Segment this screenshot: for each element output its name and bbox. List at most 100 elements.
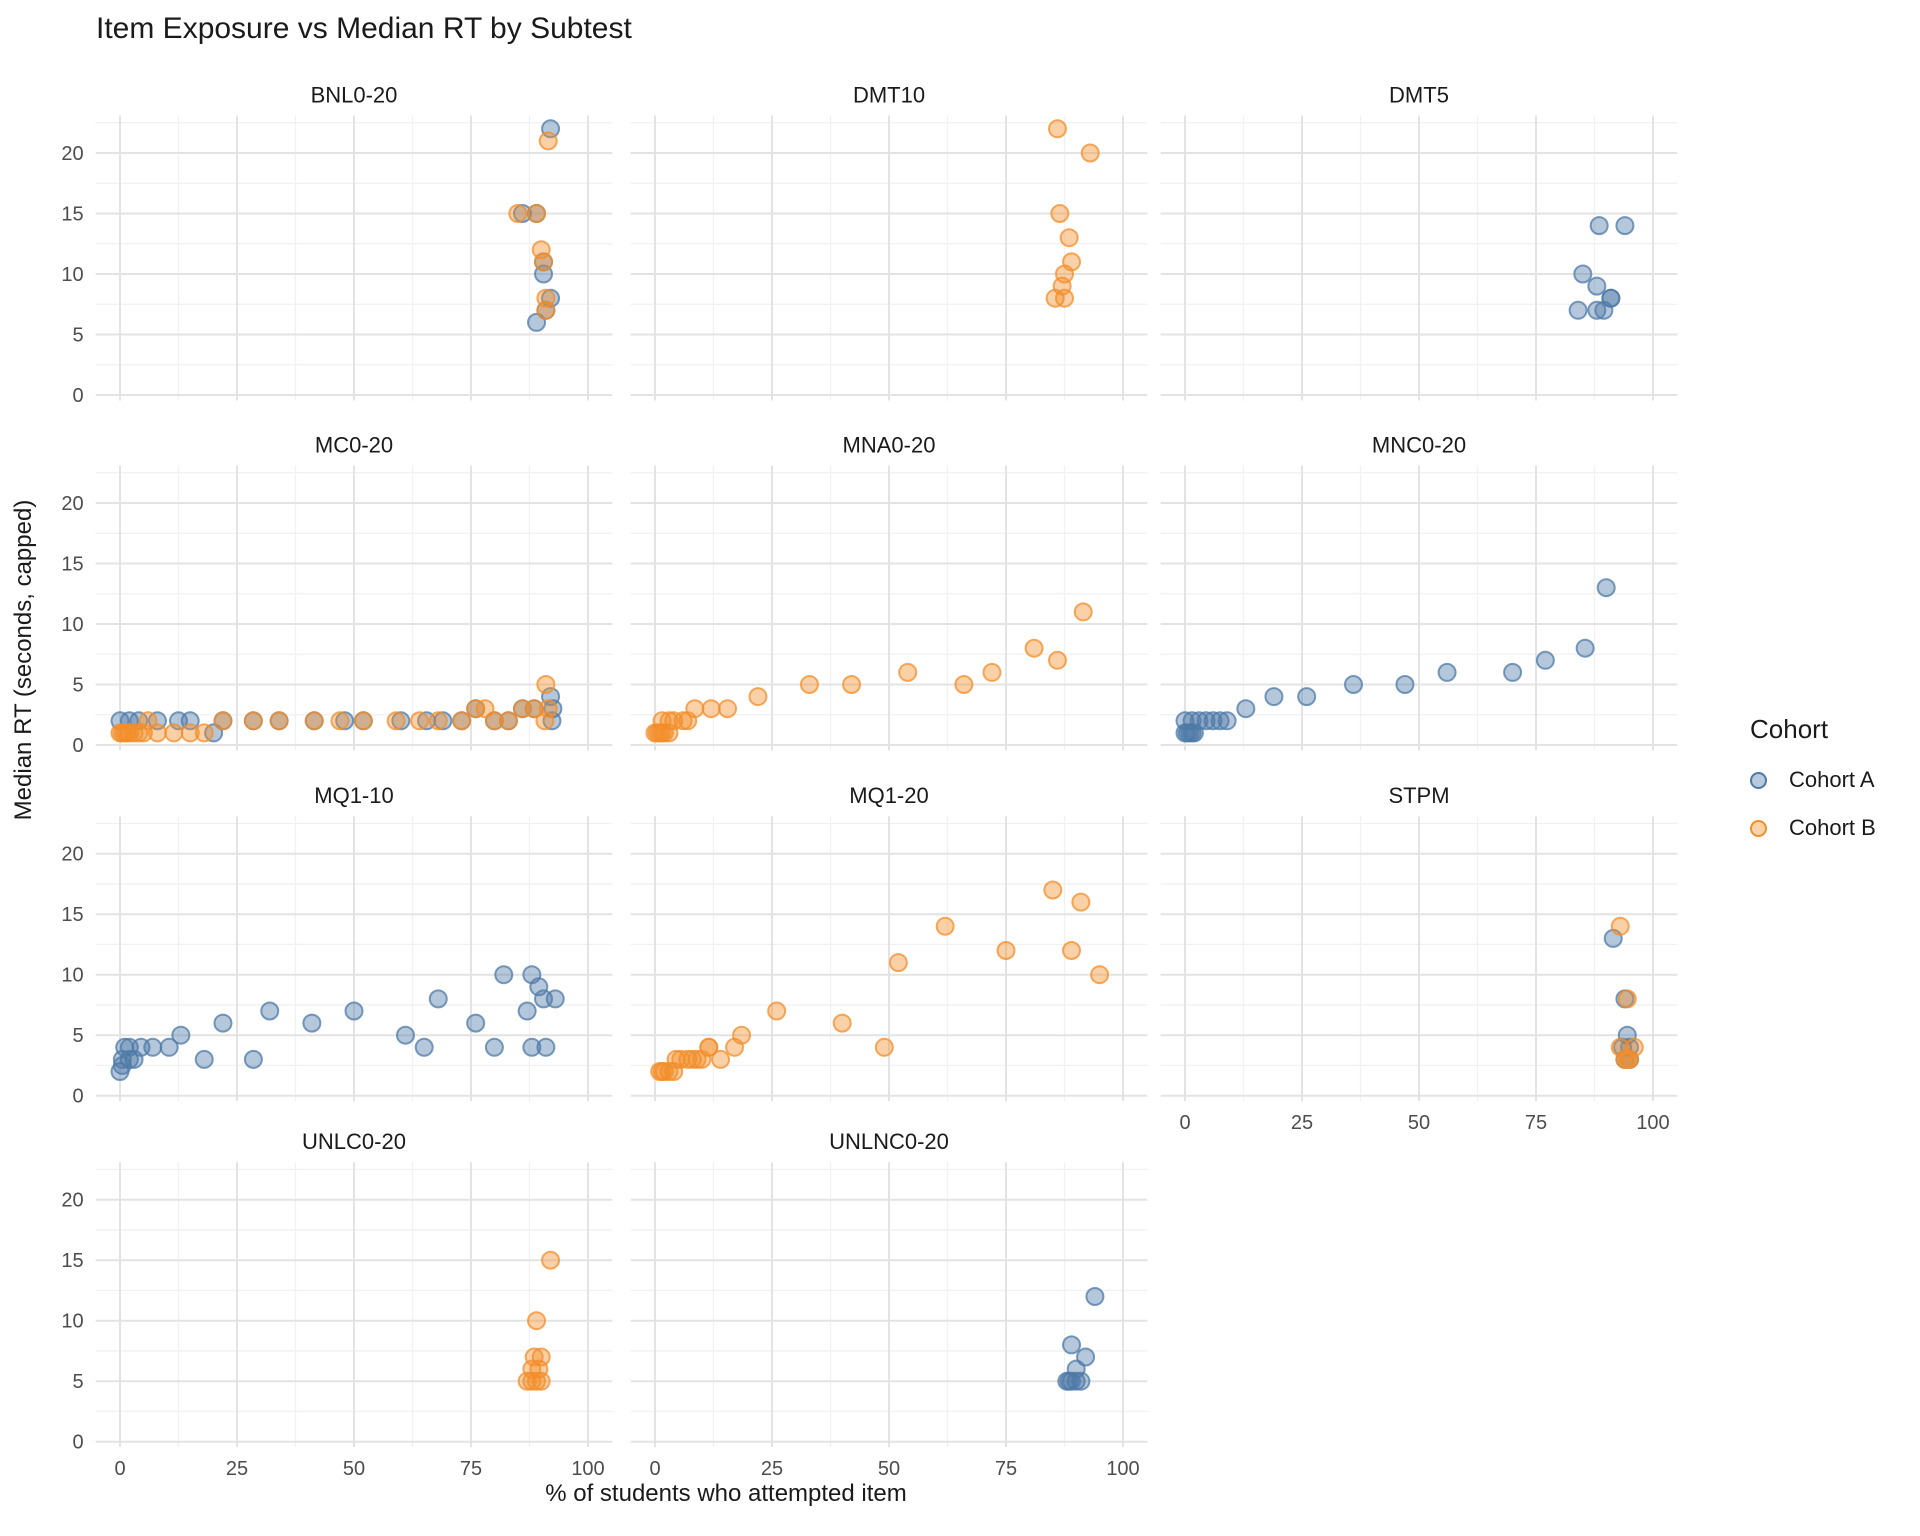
- data-point: [732, 1025, 752, 1045]
- legend-item-cohort-b: Cohort B: [1750, 815, 1876, 841]
- data-point: [1073, 602, 1093, 622]
- facet-DMT5: DMT5: [1160, 82, 1678, 401]
- data-point: [260, 1001, 280, 1021]
- y-tick-label: 20: [61, 143, 83, 165]
- data-point: [159, 1037, 179, 1057]
- data-point: [164, 723, 184, 743]
- legend-title: Cohort: [1750, 714, 1829, 744]
- data-point: [1343, 675, 1363, 694]
- data-point: [386, 711, 406, 731]
- data-point: [718, 699, 738, 719]
- y-tick-label: 10: [61, 1311, 83, 1333]
- x-tick-label: 75: [1525, 1112, 1547, 1134]
- data-point: [1024, 638, 1044, 658]
- data-point: [119, 1049, 139, 1069]
- data-point: [428, 711, 448, 731]
- data-point: [1594, 300, 1614, 320]
- facet-title: MQ1-10: [314, 783, 393, 808]
- y-tick-label: 15: [61, 904, 83, 926]
- data-point: [842, 675, 862, 694]
- data-point: [799, 675, 819, 694]
- data-point: [832, 1013, 852, 1033]
- data-point: [524, 699, 544, 719]
- data-point: [269, 711, 289, 731]
- data-point: [536, 675, 556, 694]
- y-tick-label: 10: [61, 965, 83, 987]
- data-point: [143, 1037, 163, 1057]
- data-point: [1596, 578, 1616, 598]
- data-point: [536, 300, 556, 320]
- facet-UNLC0-20: UNLC0-20 0 5 10 15 20 0 25 50 75 100: [61, 1129, 613, 1480]
- data-point: [527, 1311, 547, 1331]
- data-point: [538, 131, 558, 151]
- chart-title: Item Exposure vs Median RT by Subtest: [96, 12, 632, 45]
- y-tick-label: 20: [61, 1190, 83, 1212]
- data-point: [1196, 711, 1216, 731]
- data-point: [1587, 300, 1607, 320]
- x-tick-label: 100: [571, 1458, 604, 1480]
- data-point: [194, 723, 214, 743]
- x-tick-label: 75: [995, 1458, 1017, 1480]
- y-tick-label: 0: [73, 1086, 84, 1108]
- data-point: [687, 1049, 707, 1069]
- data-point: [1210, 711, 1230, 731]
- data-point: [545, 989, 565, 1009]
- data-point: [1085, 1287, 1105, 1306]
- x-tick-label: 25: [761, 1458, 783, 1480]
- data-point: [1047, 650, 1067, 670]
- data-point: [898, 662, 918, 682]
- facet-DMT10: DMT10: [630, 82, 1148, 401]
- data-point: [701, 699, 721, 719]
- data-point: [699, 1037, 719, 1057]
- data-point: [531, 1371, 551, 1391]
- facet-MNA0-20: MNA0-20: [630, 432, 1148, 751]
- y-tick-label: 20: [61, 493, 83, 515]
- data-point: [180, 723, 200, 743]
- data-point: [527, 1371, 547, 1391]
- data-point: [395, 1025, 415, 1045]
- facet-UNLNC0-20: UNLNC0-20 0 25 50 75 100: [630, 1129, 1148, 1480]
- data-point: [1575, 638, 1595, 658]
- data-point: [1217, 711, 1237, 731]
- cohort-b-point-icon: [1750, 819, 1767, 837]
- y-tick-label: 5: [73, 1025, 84, 1047]
- data-point: [1047, 119, 1067, 139]
- facet-BNL0-20: BNL0-20 0 5 10 15 20: [61, 82, 613, 407]
- data-point: [1189, 711, 1209, 731]
- data-point: [748, 687, 768, 707]
- data-point: [452, 711, 472, 731]
- x-tick-label: 50: [343, 1458, 365, 1480]
- x-tick-label: 75: [460, 1458, 482, 1480]
- data-point: [954, 675, 974, 694]
- x-tick-label: 50: [878, 1458, 900, 1480]
- facet-title: UNLNC0-20: [829, 1129, 949, 1154]
- legend-item-cohort-a: Cohort A: [1750, 767, 1876, 793]
- data-point: [512, 204, 532, 223]
- data-point: [517, 1001, 537, 1021]
- data-point: [498, 711, 518, 731]
- data-point: [475, 699, 495, 719]
- facet-MNC0-20: MNC0-20: [1160, 432, 1678, 751]
- data-point: [935, 916, 955, 936]
- data-point: [484, 1037, 504, 1057]
- data-point: [1043, 880, 1063, 900]
- data-point: [330, 711, 350, 731]
- data-point: [711, 1049, 731, 1069]
- data-point: [996, 941, 1016, 960]
- data-point: [1050, 204, 1070, 223]
- data-point: [494, 965, 514, 985]
- y-tick-label: 0: [73, 735, 84, 757]
- data-point: [1610, 916, 1630, 936]
- facet-title: BNL0-20: [311, 82, 398, 107]
- data-point: [304, 711, 324, 731]
- x-tick-label: 100: [1106, 1458, 1139, 1480]
- facet-title: DMT10: [853, 82, 925, 107]
- x-tick-label: 0: [1179, 1112, 1190, 1134]
- data-point: [1175, 711, 1195, 731]
- data-point: [1589, 216, 1609, 236]
- data-point: [534, 252, 554, 272]
- data-point: [982, 662, 1002, 682]
- data-point: [1062, 1335, 1082, 1355]
- data-point: [522, 1037, 542, 1057]
